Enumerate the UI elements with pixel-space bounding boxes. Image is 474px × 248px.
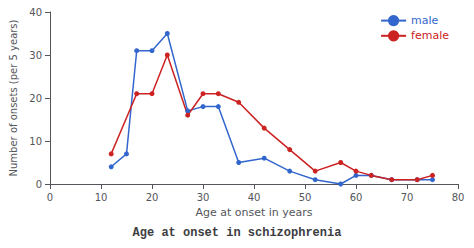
svg-text:female: female <box>411 29 449 42</box>
svg-text:20: 20 <box>29 93 42 104</box>
svg-text:30: 30 <box>197 192 210 203</box>
svg-text:70: 70 <box>401 192 414 203</box>
svg-text:10: 10 <box>95 192 108 203</box>
svg-text:10: 10 <box>29 136 42 147</box>
svg-text:0: 0 <box>47 192 53 203</box>
svg-text:Number of onsets (per 5 years): Number of onsets (per 5 years) <box>8 19 19 176</box>
svg-text:40: 40 <box>29 7 42 18</box>
svg-text:0: 0 <box>36 179 42 190</box>
svg-text:80: 80 <box>452 192 465 203</box>
svg-text:Age at onset in schizophrenia: Age at onset in schizophrenia <box>133 226 342 240</box>
svg-text:40: 40 <box>248 192 261 203</box>
svg-text:20: 20 <box>146 192 159 203</box>
svg-text:50: 50 <box>299 192 312 203</box>
svg-text:Age at onset in years: Age at onset in years <box>195 206 312 219</box>
svg-text:30: 30 <box>29 50 42 61</box>
svg-text:male: male <box>411 14 439 27</box>
svg-text:60: 60 <box>350 192 363 203</box>
